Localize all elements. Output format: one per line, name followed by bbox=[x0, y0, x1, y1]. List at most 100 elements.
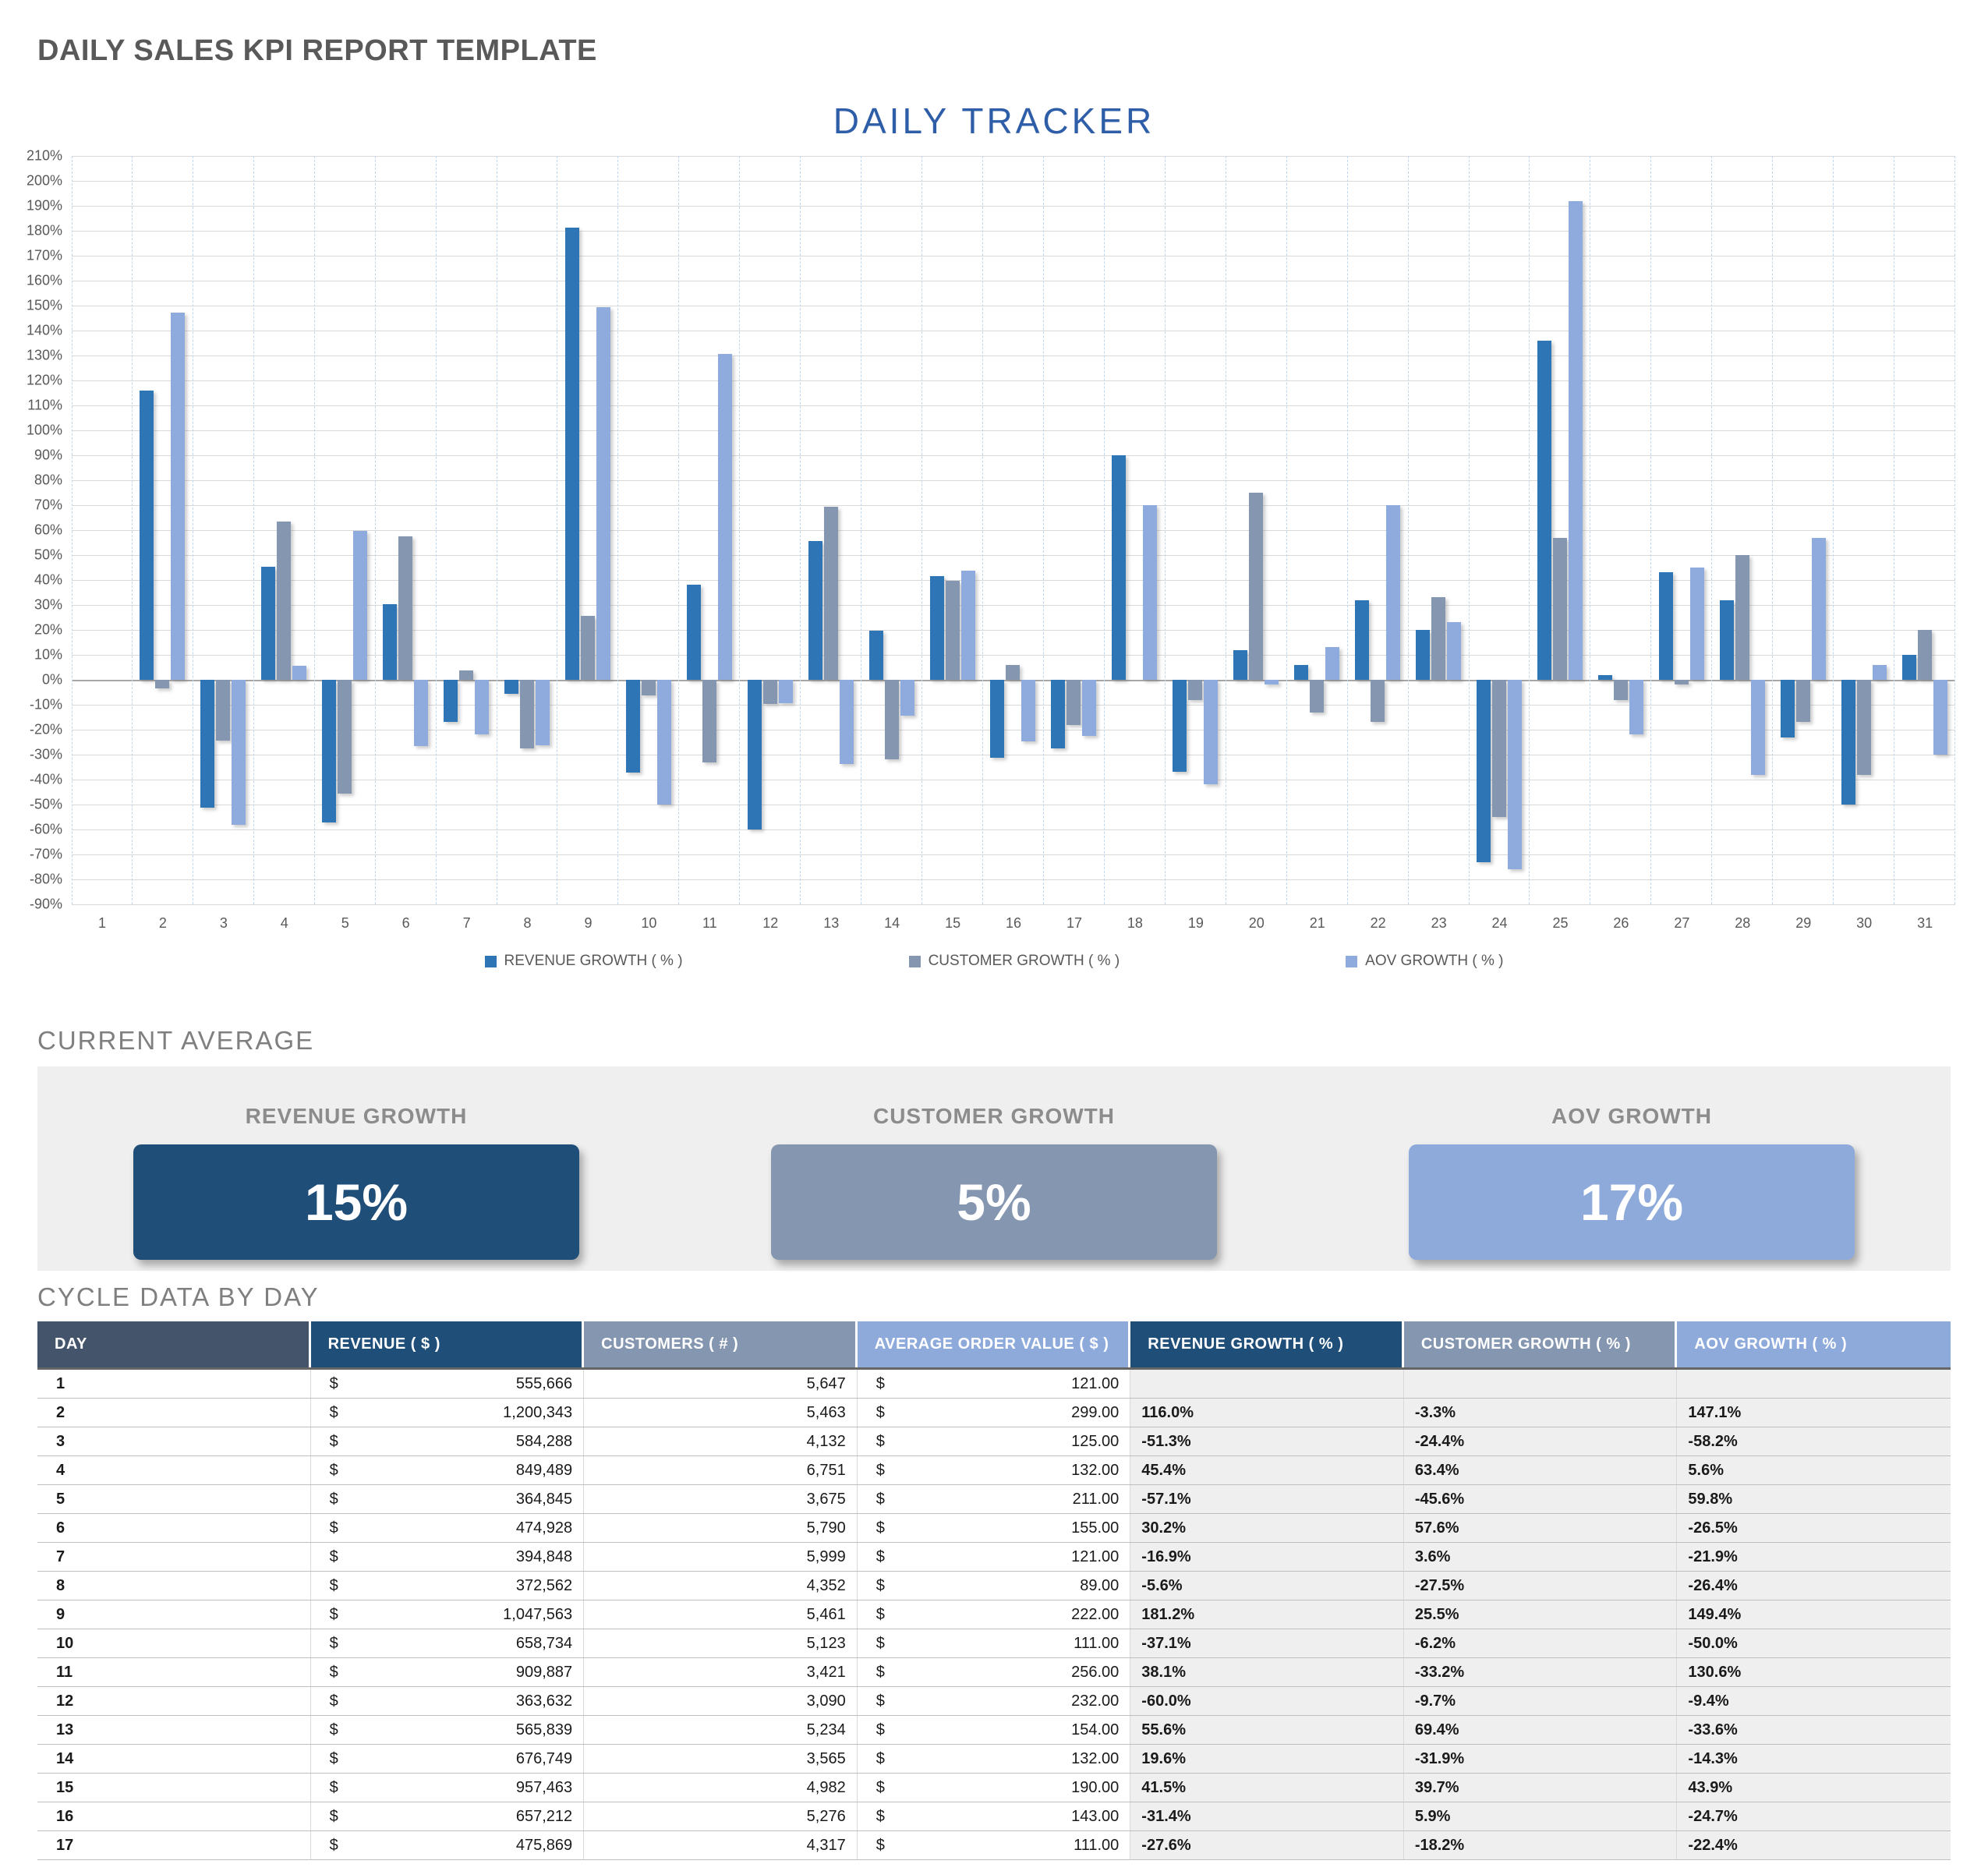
cell-revenue[interactable]: $363,632 bbox=[311, 1687, 585, 1715]
cell-revenue-growth[interactable]: -31.4% bbox=[1130, 1802, 1404, 1830]
cell-day[interactable]: 5 bbox=[37, 1485, 311, 1513]
cell-aov[interactable]: $121.00 bbox=[858, 1370, 1131, 1398]
cell-customers[interactable]: 4,132 bbox=[584, 1427, 858, 1455]
column-header-customers[interactable]: CUSTOMERS ( # ) bbox=[584, 1321, 858, 1367]
cell-aov-growth[interactable]: -58.2% bbox=[1677, 1427, 1951, 1455]
column-header-average-order-value[interactable]: AVERAGE ORDER VALUE ( $ ) bbox=[857, 1321, 1131, 1367]
cell-revenue-growth[interactable]: -51.3% bbox=[1130, 1427, 1404, 1455]
cell-customer-growth[interactable]: 3.6% bbox=[1403, 1543, 1678, 1571]
cell-day[interactable]: 15 bbox=[37, 1774, 311, 1802]
cell-revenue-growth[interactable]: 19.6% bbox=[1130, 1745, 1404, 1773]
cell-revenue-growth[interactable]: 181.2% bbox=[1130, 1600, 1404, 1629]
cell-customer-growth[interactable]: 69.4% bbox=[1403, 1716, 1678, 1744]
cell-revenue[interactable]: $658,734 bbox=[311, 1629, 585, 1657]
cell-revenue-growth[interactable]: -27.6% bbox=[1130, 1831, 1404, 1859]
cell-aov-growth[interactable]: -22.4% bbox=[1677, 1831, 1951, 1859]
cell-revenue[interactable]: $584,288 bbox=[311, 1427, 585, 1455]
cell-customers[interactable]: 5,276 bbox=[584, 1802, 858, 1830]
cell-aov[interactable]: $256.00 bbox=[858, 1658, 1131, 1686]
cell-revenue[interactable]: $372,562 bbox=[311, 1572, 585, 1600]
cell-revenue-growth[interactable]: 41.5% bbox=[1130, 1774, 1404, 1802]
cell-aov[interactable]: $190.00 bbox=[858, 1774, 1131, 1802]
cell-aov[interactable]: $111.00 bbox=[858, 1629, 1131, 1657]
cell-aov-growth[interactable] bbox=[1677, 1370, 1951, 1398]
cell-revenue-growth[interactable]: 30.2% bbox=[1130, 1514, 1404, 1542]
cell-day[interactable]: 4 bbox=[37, 1456, 311, 1484]
cell-day[interactable]: 6 bbox=[37, 1514, 311, 1542]
cell-customer-growth[interactable]: -31.9% bbox=[1403, 1745, 1678, 1773]
cell-customers[interactable]: 4,352 bbox=[584, 1572, 858, 1600]
cell-customers[interactable]: 4,317 bbox=[584, 1831, 858, 1859]
cell-customers[interactable]: 3,675 bbox=[584, 1485, 858, 1513]
cell-revenue-growth[interactable]: -57.1% bbox=[1130, 1485, 1404, 1513]
cell-aov[interactable]: $232.00 bbox=[858, 1687, 1131, 1715]
cell-day[interactable]: 8 bbox=[37, 1572, 311, 1600]
column-header-customer-growth[interactable]: CUSTOMER GROWTH ( % ) bbox=[1403, 1321, 1678, 1367]
cell-customers[interactable]: 5,999 bbox=[584, 1543, 858, 1571]
cell-day[interactable]: 11 bbox=[37, 1658, 311, 1686]
cell-revenue[interactable]: $475,869 bbox=[311, 1831, 585, 1859]
cell-revenue-growth[interactable]: -60.0% bbox=[1130, 1687, 1404, 1715]
cell-revenue[interactable]: $957,463 bbox=[311, 1774, 585, 1802]
cell-aov[interactable]: $211.00 bbox=[858, 1485, 1131, 1513]
cell-revenue-growth[interactable]: 116.0% bbox=[1130, 1399, 1404, 1427]
cell-day[interactable]: 2 bbox=[37, 1399, 311, 1427]
cell-customer-growth[interactable]: 25.5% bbox=[1403, 1600, 1678, 1629]
cell-aov-growth[interactable]: -14.3% bbox=[1677, 1745, 1951, 1773]
cell-revenue-growth[interactable]: -37.1% bbox=[1130, 1629, 1404, 1657]
cell-customers[interactable]: 5,647 bbox=[584, 1370, 858, 1398]
cell-customer-growth[interactable]: 5.9% bbox=[1403, 1802, 1678, 1830]
cell-aov-growth[interactable]: -21.9% bbox=[1677, 1543, 1951, 1571]
cell-customer-growth[interactable]: -33.2% bbox=[1403, 1658, 1678, 1686]
cell-revenue-growth[interactable] bbox=[1130, 1370, 1404, 1398]
cell-aov[interactable]: $111.00 bbox=[858, 1831, 1131, 1859]
cell-aov-growth[interactable]: -26.4% bbox=[1677, 1572, 1951, 1600]
cell-revenue[interactable]: $1,200,343 bbox=[311, 1399, 585, 1427]
cell-revenue-growth[interactable]: -5.6% bbox=[1130, 1572, 1404, 1600]
cell-revenue[interactable]: $394,848 bbox=[311, 1543, 585, 1571]
cell-aov-growth[interactable]: 43.9% bbox=[1677, 1774, 1951, 1802]
cell-day[interactable]: 10 bbox=[37, 1629, 311, 1657]
cell-day[interactable]: 14 bbox=[37, 1745, 311, 1773]
cell-revenue[interactable]: $676,749 bbox=[311, 1745, 585, 1773]
column-header-day[interactable]: DAY bbox=[37, 1321, 311, 1367]
cell-aov-growth[interactable]: 59.8% bbox=[1677, 1485, 1951, 1513]
cell-customers[interactable]: 5,123 bbox=[584, 1629, 858, 1657]
cell-aov[interactable]: $132.00 bbox=[858, 1745, 1131, 1773]
cell-aov[interactable]: $143.00 bbox=[858, 1802, 1131, 1830]
cell-customers[interactable]: 4,982 bbox=[584, 1774, 858, 1802]
cell-customers[interactable]: 5,463 bbox=[584, 1399, 858, 1427]
cell-day[interactable]: 3 bbox=[37, 1427, 311, 1455]
cell-aov-growth[interactable]: 5.6% bbox=[1677, 1456, 1951, 1484]
cell-customer-growth[interactable]: -24.4% bbox=[1403, 1427, 1678, 1455]
cell-day[interactable]: 7 bbox=[37, 1543, 311, 1571]
cell-revenue[interactable]: $565,839 bbox=[311, 1716, 585, 1744]
cell-day[interactable]: 16 bbox=[37, 1802, 311, 1830]
cell-aov[interactable]: $299.00 bbox=[858, 1399, 1131, 1427]
column-header-aov-growth[interactable]: AOV GROWTH ( % ) bbox=[1677, 1321, 1951, 1367]
cell-aov[interactable]: $222.00 bbox=[858, 1600, 1131, 1629]
column-header-revenue[interactable]: REVENUE ( $ ) bbox=[310, 1321, 585, 1367]
cell-customers[interactable]: 6,751 bbox=[584, 1456, 858, 1484]
cell-aov-growth[interactable]: 149.4% bbox=[1677, 1600, 1951, 1629]
cell-revenue-growth[interactable]: 45.4% bbox=[1130, 1456, 1404, 1484]
cell-revenue[interactable]: $364,845 bbox=[311, 1485, 585, 1513]
cell-day[interactable]: 1 bbox=[37, 1370, 311, 1398]
cell-aov[interactable]: $154.00 bbox=[858, 1716, 1131, 1744]
cell-day[interactable]: 12 bbox=[37, 1687, 311, 1715]
cell-aov-growth[interactable]: -26.5% bbox=[1677, 1514, 1951, 1542]
column-header-revenue-growth[interactable]: REVENUE GROWTH ( % ) bbox=[1130, 1321, 1404, 1367]
cell-customer-growth[interactable]: 63.4% bbox=[1403, 1456, 1678, 1484]
cell-aov[interactable]: $125.00 bbox=[858, 1427, 1131, 1455]
cell-customer-growth[interactable]: -45.6% bbox=[1403, 1485, 1678, 1513]
cell-day[interactable]: 13 bbox=[37, 1716, 311, 1744]
cell-revenue[interactable]: $474,928 bbox=[311, 1514, 585, 1542]
cell-aov-growth[interactable]: -50.0% bbox=[1677, 1629, 1951, 1657]
cell-day[interactable]: 17 bbox=[37, 1831, 311, 1859]
cell-revenue[interactable]: $849,489 bbox=[311, 1456, 585, 1484]
cell-aov-growth[interactable]: -9.4% bbox=[1677, 1687, 1951, 1715]
cell-customers[interactable]: 5,790 bbox=[584, 1514, 858, 1542]
cell-revenue[interactable]: $555,666 bbox=[311, 1370, 585, 1398]
cell-aov[interactable]: $89.00 bbox=[858, 1572, 1131, 1600]
cell-customer-growth[interactable]: -6.2% bbox=[1403, 1629, 1678, 1657]
